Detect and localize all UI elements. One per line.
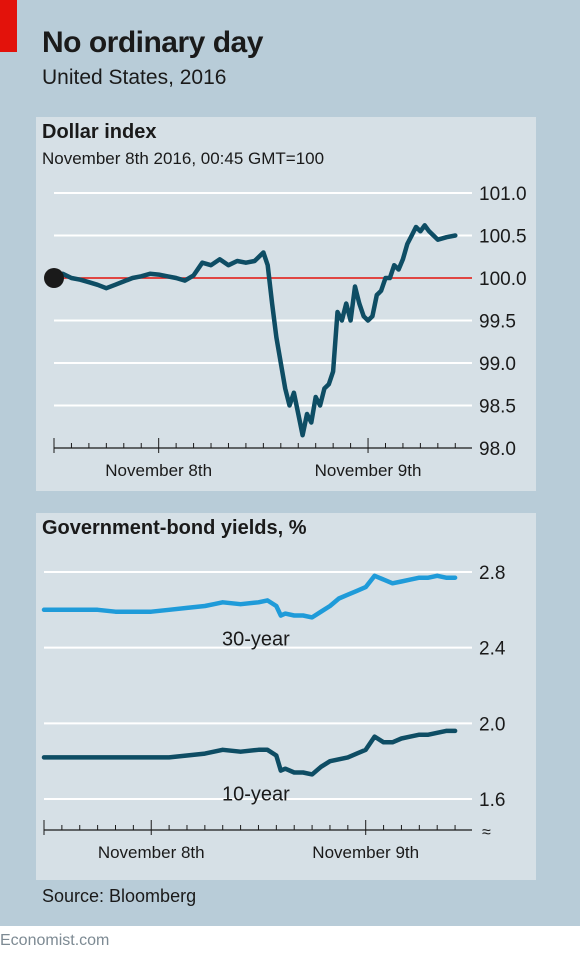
x-tick-label: November 8th bbox=[105, 461, 212, 480]
y-tick-label: 99.5 bbox=[479, 312, 516, 333]
x-tick-label: November 9th bbox=[315, 461, 422, 480]
series-label: 10-year bbox=[222, 784, 290, 806]
series-label: 30-year bbox=[222, 629, 290, 651]
economist-credit: Economist.com bbox=[0, 932, 110, 949]
bond-yields-plot: 1.6 2.0 2.4 2.8 November 8th November 9th ≈30-… bbox=[41, 563, 506, 862]
y-tick-label: 100.0 bbox=[479, 269, 527, 290]
y-tick-label: 1.6 bbox=[479, 790, 505, 811]
y-tick-label: 2.8 bbox=[479, 563, 505, 584]
bond-yields-title: Government-bond yields, % bbox=[42, 517, 307, 539]
y-tick-label: 2.4 bbox=[479, 639, 506, 660]
y-tick-label: 100.5 bbox=[479, 227, 527, 248]
dollar-index-plot: 98.0 98.5 99.0 99.5 100.0 100.5 101.0 November … bbox=[44, 184, 527, 480]
start-point-marker bbox=[44, 268, 64, 288]
axis-break-mark: ≈ bbox=[482, 824, 491, 841]
y-tick-label: 98.5 bbox=[479, 397, 516, 418]
chart-frame: No ordinary day United States, 2016 Doll… bbox=[0, 0, 580, 926]
dollar-index-title: Dollar index bbox=[42, 121, 157, 143]
series-line-dollar-index bbox=[51, 223, 458, 438]
source-note: Source: Bloomberg bbox=[42, 886, 197, 906]
x-tick-label: November 9th bbox=[312, 843, 419, 862]
bond-yields-panel: Government-bond yields, % 1.6 2.0 2.4 2.8 No… bbox=[36, 513, 536, 880]
dollar-index-subtitle: November 8th 2016, 00:45 GMT=100 bbox=[42, 149, 325, 168]
series-line-10-year bbox=[41, 728, 458, 777]
chart-title: No ordinary day bbox=[42, 26, 263, 59]
x-tick-label: November 8th bbox=[98, 843, 205, 862]
chart-subtitle: United States, 2016 bbox=[42, 66, 227, 89]
series-line-30-year bbox=[41, 573, 458, 620]
y-tick-label: 98.0 bbox=[479, 439, 516, 460]
economist-red-tag bbox=[0, 0, 17, 52]
y-tick-label: 101.0 bbox=[479, 184, 527, 205]
y-tick-label: 2.0 bbox=[479, 714, 505, 735]
y-tick-label: 99.0 bbox=[479, 354, 516, 375]
dollar-index-panel: Dollar index November 8th 2016, 00:45 GM… bbox=[36, 117, 536, 491]
